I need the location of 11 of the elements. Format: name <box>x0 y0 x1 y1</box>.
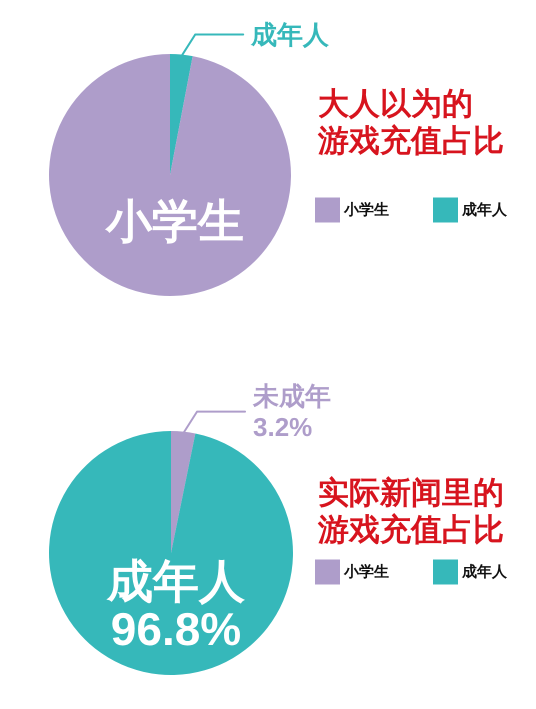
slice-label: 成年人 <box>250 20 330 50</box>
legend-label: 成年人 <box>461 202 508 218</box>
legend-label: 小学生 <box>343 564 389 580</box>
text: 大人以为的游戏充值占比 <box>318 85 504 159</box>
legend-label: 小学生 <box>343 202 389 218</box>
text: 未成年 <box>253 381 332 412</box>
legend-label: 成年人 <box>461 564 508 580</box>
slice-label: 小学生 <box>104 194 244 247</box>
slice-label: 成年人 <box>106 555 245 608</box>
text: 实际新闻里的游戏充值占比 <box>318 474 504 548</box>
data-label: 3.2% <box>253 412 312 442</box>
